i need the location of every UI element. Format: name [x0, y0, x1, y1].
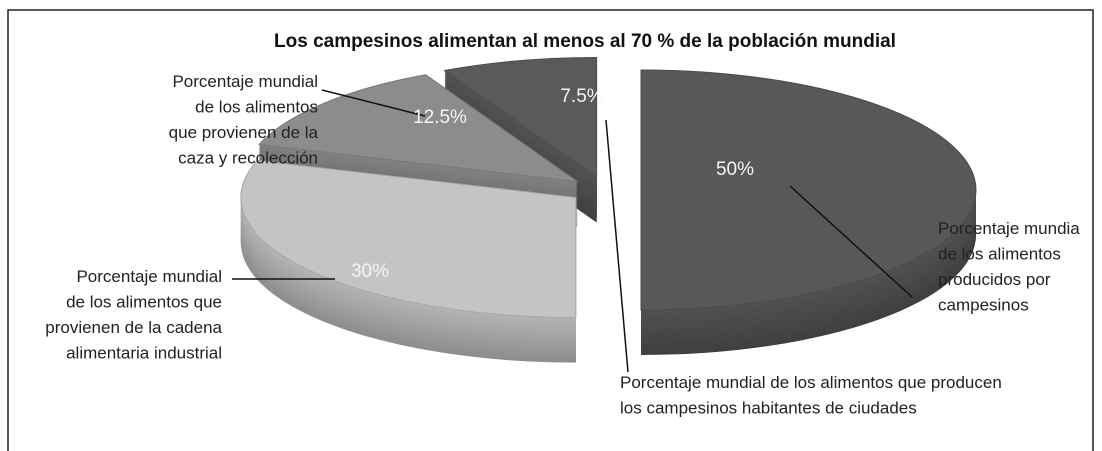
value-label: 30%: [351, 261, 389, 282]
label-line: Porcentaje mundial: [172, 72, 318, 91]
value-label: 7.5%: [560, 86, 603, 107]
label-line: que provienen de la: [169, 123, 319, 142]
pie: [240, 56, 977, 363]
category-label: Porcentaje mundial de los alimentos que pr…: [169, 72, 319, 168]
label-line: producidos por: [938, 270, 1051, 289]
slice: [443, 56, 598, 179]
label-line: provienen de la cadena: [45, 318, 222, 337]
label-line: Porcentaje mundial: [76, 267, 222, 286]
label-line: de los alimentos que: [66, 293, 222, 312]
label-line: de los alimentos: [195, 98, 318, 117]
label-line: campesinos: [938, 296, 1029, 315]
leader-line: [605, 119, 629, 373]
label-line: de los alimentos: [938, 245, 1061, 264]
frame: [7, 9, 1094, 451]
leader-line: [321, 89, 426, 117]
slice: [257, 74, 578, 183]
category-label: Porcentaje mundia de los alimentos produci…: [938, 219, 1080, 315]
label-line: Porcentaje mundial de los alimentos que …: [620, 373, 1002, 392]
value-label: 12.5%: [413, 107, 467, 128]
leader-line: [789, 185, 913, 298]
slice: [240, 159, 577, 319]
category-label: Porcentaje mundial de los alimentos que …: [620, 373, 1002, 418]
label-line: los campesinos habitantes de ciudades: [620, 399, 917, 418]
category-label: Porcentaje mundial de los alimentos que pr…: [45, 267, 222, 363]
chart-title: Los campesinos alimentan al menos al 70 …: [274, 31, 896, 52]
label-line: caza y recolección: [178, 149, 318, 168]
value-label: 50%: [716, 159, 754, 180]
label-line: Porcentaje mundia: [938, 219, 1080, 238]
slice: [640, 69, 977, 311]
label-line: alimentaria industrial: [66, 344, 222, 363]
